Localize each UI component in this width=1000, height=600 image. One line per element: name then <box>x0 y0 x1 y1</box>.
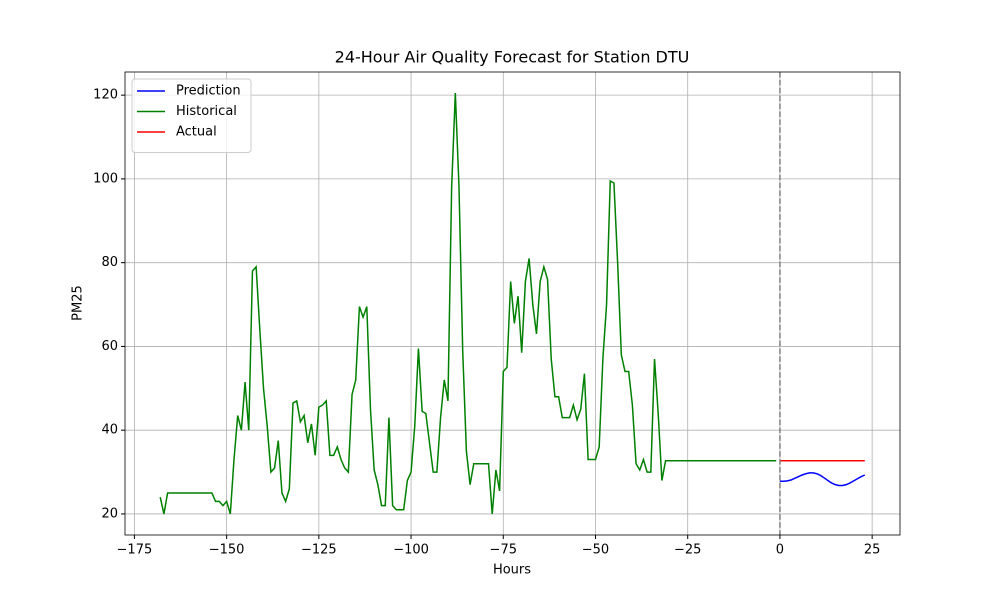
y-tick-label: 20 <box>101 506 118 521</box>
y-tick-label: 80 <box>101 255 118 270</box>
y-tick-label: 60 <box>101 339 118 354</box>
legend-label: Prediction <box>176 84 241 99</box>
legend-label: Historical <box>176 104 237 119</box>
x-tick-label: −50 <box>582 543 609 558</box>
y-tick-label: 40 <box>101 423 118 438</box>
x-tick-label: −150 <box>209 543 245 558</box>
chart-title: 24-Hour Air Quality Forecast for Station… <box>335 48 690 67</box>
legend-label: Actual <box>176 125 217 140</box>
x-axis-label: Hours <box>493 563 531 578</box>
x-tick-label: −75 <box>490 543 517 558</box>
series-line <box>159 93 777 515</box>
series-line <box>779 472 866 487</box>
x-tick-label: −175 <box>117 543 153 558</box>
x-tick-label: 0 <box>776 543 784 558</box>
x-tick-label: −25 <box>674 543 701 558</box>
y-tick-label: 100 <box>93 171 118 186</box>
x-tick-label: 25 <box>864 543 881 558</box>
y-axis-label: PM25 <box>71 285 86 321</box>
plot-frame <box>124 71 901 536</box>
x-tick-label: −125 <box>301 543 337 558</box>
y-tick-label: 120 <box>93 88 118 103</box>
legend-box <box>131 78 252 153</box>
legend: Prediction Historical Actual <box>131 78 252 153</box>
x-tick-label: −100 <box>393 543 429 558</box>
